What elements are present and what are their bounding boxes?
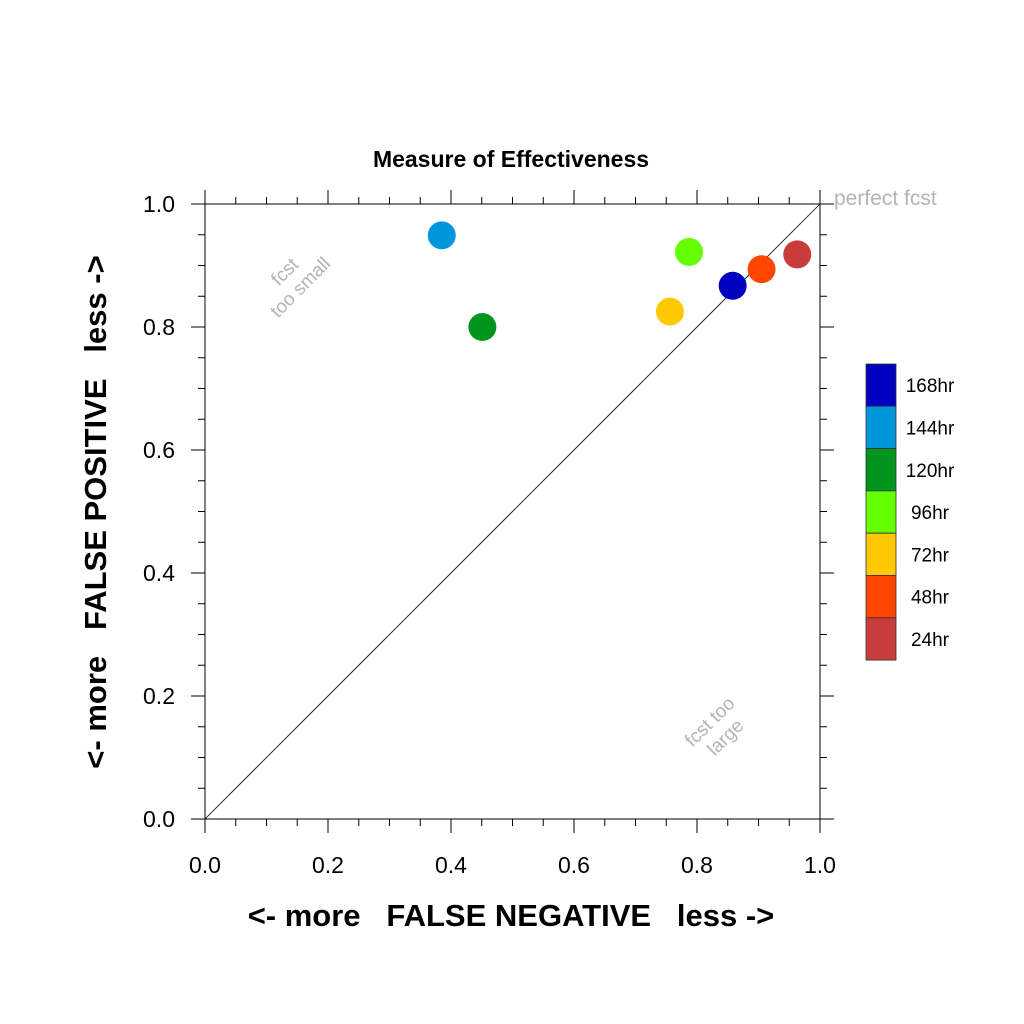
annotation-too-small-line-2: too small (267, 254, 336, 323)
x-axis-label: <- more FALSE NEGATIVE less -> (248, 898, 775, 933)
annotation-perfect-fcst: perfect fcst (834, 187, 937, 210)
legend-swatch-72hr (865, 532, 897, 576)
y-tick-label: 0.4 (143, 560, 175, 586)
legend-swatch-168hr (865, 363, 897, 407)
x-tick-label: 0.8 (681, 852, 713, 878)
x-tick-label: 0.4 (435, 852, 467, 878)
legend-label-48hr: 48hr (911, 588, 950, 609)
perfect-forecast-diagonal (204, 203, 821, 820)
data-point-48hr (747, 255, 776, 284)
legend-swatch-144hr (865, 405, 897, 449)
y-tick-label: 0.8 (143, 314, 175, 340)
legend-label-144hr: 144hr (906, 418, 955, 439)
annotation-fcst-too-large: fcst too large (681, 693, 748, 760)
y-tick-label: 1.0 (143, 191, 175, 217)
legend-label-120hr: 120hr (906, 461, 955, 482)
chart-title: Measure of Effectiveness (373, 146, 649, 172)
y-axis-label: <- more FALSE POSITIVE less -> (78, 255, 113, 768)
data-point-72hr (655, 297, 684, 326)
y-tick-label: 0.6 (143, 437, 175, 463)
annotation-fcst-too-small: fcst too small (267, 254, 336, 323)
x-tick-label: 0.0 (189, 852, 221, 878)
legend-label-168hr: 168hr (906, 376, 955, 397)
data-point-144hr (427, 221, 456, 250)
legend-label-24hr: 24hr (911, 630, 950, 651)
data-point-24hr (783, 240, 812, 269)
y-tick-label: 0.0 (143, 806, 175, 832)
legend: 168hr 144hr 120hr 96hr 72hr 48hr 24hr (865, 363, 955, 661)
data-points (427, 221, 812, 341)
data-point-120hr (468, 313, 497, 341)
x-tick-label: 0.6 (558, 852, 590, 878)
x-tick-label: 0.2 (312, 852, 344, 878)
legend-swatch-120hr (865, 448, 897, 492)
x-tick-label: 1.0 (804, 852, 836, 878)
legend-swatch-96hr (865, 490, 897, 534)
axis-tick-labels: 0.0 0.2 0.4 0.6 0.8 1.0 0.0 0.2 0.4 0.6 0.8 1.0 (143, 191, 836, 878)
legend-swatch-24hr (865, 617, 897, 661)
legend-label-72hr: 72hr (911, 545, 950, 566)
legend-label-96hr: 96hr (911, 503, 950, 524)
data-point-96hr (675, 237, 704, 266)
axis-ticks (191, 190, 834, 833)
y-tick-label: 0.2 (143, 683, 175, 709)
legend-swatch-48hr (865, 575, 897, 619)
data-point-168hr (718, 271, 747, 300)
